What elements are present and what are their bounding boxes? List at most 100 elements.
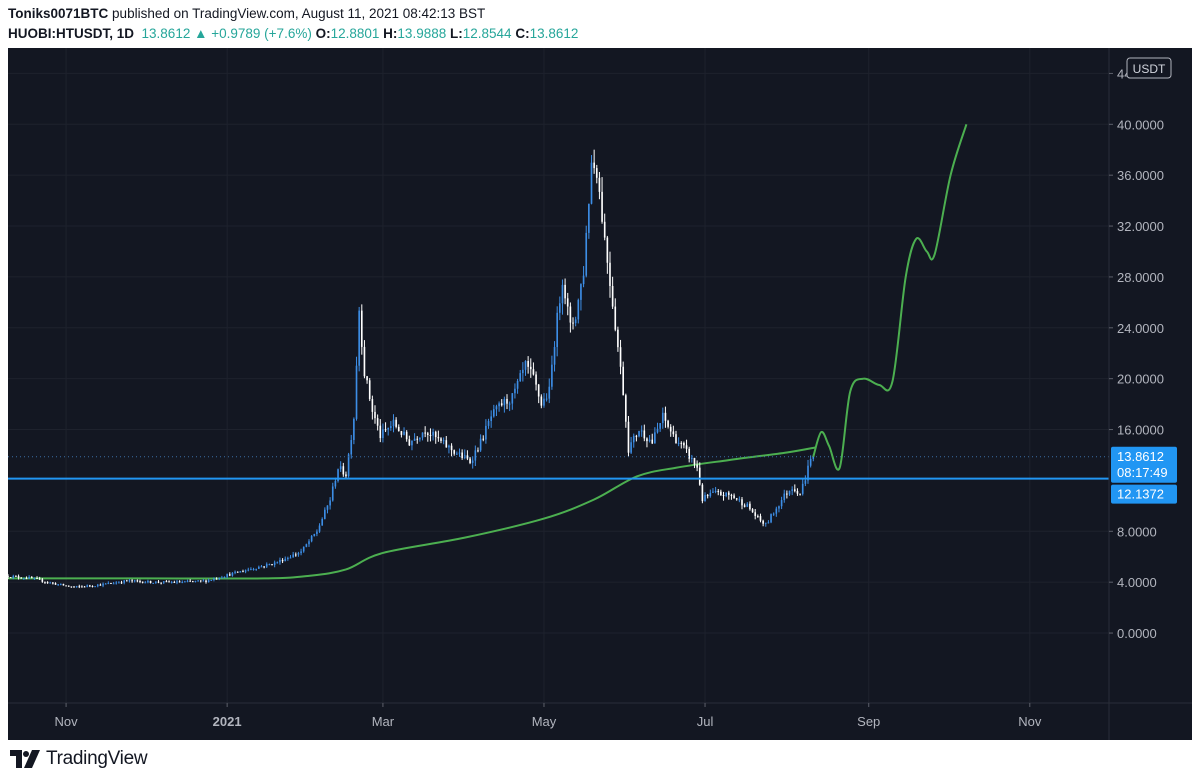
candle xyxy=(698,462,701,486)
candle xyxy=(110,582,112,584)
candle xyxy=(654,427,656,444)
candle xyxy=(735,497,738,501)
candle xyxy=(221,575,223,579)
candle xyxy=(181,580,184,584)
candle xyxy=(751,508,754,513)
candle xyxy=(234,570,236,575)
candle xyxy=(305,543,308,548)
candle xyxy=(170,580,173,584)
candle xyxy=(52,581,54,585)
price-chart[interactable]: 44.000040.000036.000032.000028.000024.00… xyxy=(8,48,1192,740)
currency-label: USDT xyxy=(1133,62,1166,76)
tradingview-brand[interactable]: TradingView xyxy=(10,748,148,770)
candle xyxy=(168,580,170,583)
candle xyxy=(807,459,809,484)
candle xyxy=(701,483,704,504)
x-tick-label: Nov xyxy=(55,714,79,729)
projection-line xyxy=(812,124,968,471)
y-tick-label: 8.0000 xyxy=(1117,524,1157,539)
x-tick-label: Nov xyxy=(1018,714,1042,729)
footer: TradingView xyxy=(0,740,1200,782)
candle xyxy=(564,278,566,305)
candle xyxy=(796,488,799,496)
candle xyxy=(434,430,437,444)
candle xyxy=(767,520,770,524)
y-tick-label: 0.0000 xyxy=(1117,626,1157,641)
candle xyxy=(477,447,479,453)
candle xyxy=(712,488,714,493)
high-label: H: xyxy=(383,26,398,41)
y-tick-label: 36.0000 xyxy=(1117,168,1164,183)
x-tick-label: May xyxy=(532,714,557,729)
candle xyxy=(279,557,281,565)
horizontal-line-badge[interactable]: 12.1372 xyxy=(1111,484,1177,504)
candle xyxy=(239,571,242,573)
candle xyxy=(300,548,302,556)
candle xyxy=(524,360,527,376)
candle xyxy=(479,434,482,452)
candle xyxy=(178,580,181,583)
chart-area[interactable]: 44.000040.000036.000032.000028.000024.00… xyxy=(8,48,1192,740)
candle xyxy=(801,479,804,496)
candle xyxy=(727,490,730,500)
candle xyxy=(355,356,358,421)
candle xyxy=(287,556,289,561)
candle xyxy=(614,298,617,332)
candle xyxy=(788,490,791,496)
publication-header: Toniks0071BTC published on TradingView.c… xyxy=(0,0,1200,48)
grid-lines xyxy=(8,48,1109,703)
candle xyxy=(582,266,585,288)
candle xyxy=(595,164,598,184)
candle xyxy=(313,533,316,537)
candle xyxy=(693,457,696,469)
candle xyxy=(104,582,107,585)
candle xyxy=(590,155,593,205)
candle xyxy=(194,580,197,583)
candle xyxy=(537,383,540,404)
candle xyxy=(448,444,450,454)
candle xyxy=(535,371,537,391)
last-price-label: 13.8612 xyxy=(1117,449,1164,464)
candle xyxy=(661,407,664,429)
candle xyxy=(9,577,12,579)
candle xyxy=(691,454,693,463)
candle xyxy=(675,430,677,444)
candle xyxy=(165,580,168,583)
candle xyxy=(81,585,83,588)
candle xyxy=(643,424,646,442)
candle xyxy=(149,580,152,584)
candle xyxy=(757,514,759,518)
candle xyxy=(28,575,30,580)
low-value: 12.8544 xyxy=(462,26,512,41)
candle xyxy=(580,283,582,311)
symbol-name: HUOBI:HTUSDT, 1D xyxy=(8,26,135,41)
candle xyxy=(176,579,178,585)
candle xyxy=(630,436,632,454)
candle xyxy=(490,410,492,428)
candle xyxy=(421,432,424,441)
x-tick-label: 2021 xyxy=(213,714,242,729)
candle xyxy=(680,441,683,449)
candle xyxy=(651,433,654,445)
currency-badge[interactable]: USDT xyxy=(1126,57,1172,79)
candle xyxy=(450,443,453,457)
candle xyxy=(754,508,757,520)
candle xyxy=(324,507,326,520)
candle xyxy=(669,424,672,437)
x-tick-label: Sep xyxy=(857,714,880,729)
price-axis[interactable]: 44.000040.000036.000032.000028.000024.00… xyxy=(1108,48,1177,740)
candle xyxy=(139,579,141,584)
author-name[interactable]: Toniks0071BTC xyxy=(8,6,109,21)
horizontal-line-layer[interactable] xyxy=(8,456,1109,480)
close-value: 13.8612 xyxy=(529,26,579,41)
low-label: L: xyxy=(450,26,463,41)
candle xyxy=(244,569,247,574)
time-axis[interactable]: Nov 2021 Mar May Jul Sep Nov xyxy=(8,702,1192,729)
candle xyxy=(498,401,500,412)
candle xyxy=(741,497,743,510)
candle xyxy=(466,450,469,461)
candle xyxy=(363,340,366,379)
candle xyxy=(247,567,250,572)
price-change: +0.9789 (+7.6%) xyxy=(211,26,312,41)
